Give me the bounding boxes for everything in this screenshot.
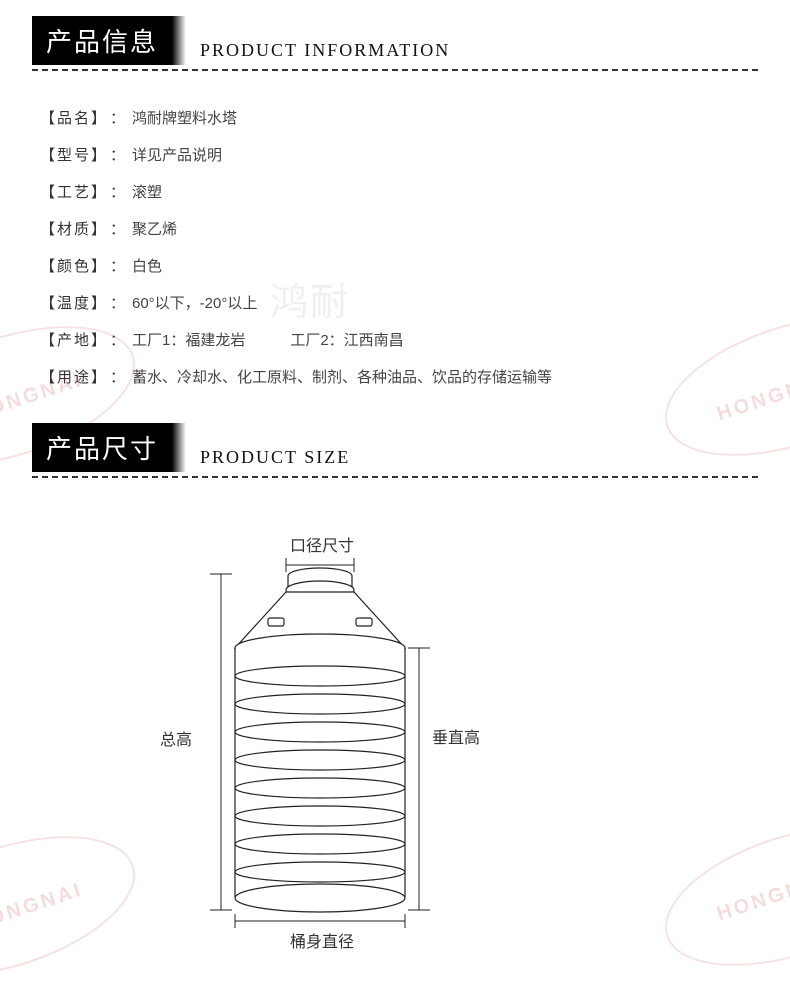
tank-diagram (190, 528, 450, 928)
spec-label: 【颜色】 (40, 255, 110, 276)
spec-colon: ： (110, 181, 132, 202)
dim-label-vertical-height: 垂直高 (432, 724, 480, 748)
spec-colon: ： (110, 255, 132, 276)
spec-value: 白色 (132, 255, 162, 276)
spec-value: 聚乙烯 (132, 218, 177, 239)
spec-colon: ： (110, 292, 132, 313)
dim-label-body-diameter: 桶身直径 (290, 928, 354, 952)
spec-colon: ： (110, 144, 132, 165)
spec-label: 【用途】 (40, 366, 110, 387)
section-divider-info (32, 69, 758, 71)
spec-label: 【产地】 (40, 329, 110, 350)
spec-row: 【颜色】 ： 白色 (40, 255, 790, 276)
spec-label: 【材质】 (40, 218, 110, 239)
spec-label: 【温度】 (40, 292, 110, 313)
spec-row: 【产地】 ： 工厂1：福建龙岩 工厂2：江西南昌 (40, 329, 790, 350)
spec-label: 【工艺】 (40, 181, 110, 202)
section-title-cn-info: 产品信息 (32, 16, 172, 65)
section-header-size: 产品尺寸 PRODUCT SIZE (32, 423, 790, 472)
section-title-cn-size: 产品尺寸 (32, 423, 172, 472)
spec-colon: ： (110, 329, 132, 350)
spec-value: 60°以下，-20°以上 (132, 292, 257, 313)
spec-row: 【工艺】 ： 滚塑 (40, 181, 790, 202)
section-header-info: 产品信息 PRODUCT INFORMATION (32, 16, 790, 65)
product-diagram-area: 口径尺寸 总高 垂直高 桶身直径 (0, 508, 790, 958)
spec-value: 详见产品说明 (132, 144, 222, 165)
dim-label-total-height: 总高 (160, 726, 192, 750)
section-divider-size (32, 476, 758, 478)
spec-colon: ： (110, 107, 132, 128)
spec-value: 鸿耐牌塑料水塔 (132, 107, 237, 128)
spec-row: 【型号】 ： 详见产品说明 (40, 144, 790, 165)
spec-colon: ： (110, 366, 132, 387)
spec-colon: ： (110, 218, 132, 239)
section-title-en-info: PRODUCT INFORMATION (200, 40, 450, 61)
spec-row: 【品名】 ： 鸿耐牌塑料水塔 (40, 107, 790, 128)
spec-row: 【材质】 ： 聚乙烯 (40, 218, 790, 239)
spec-value: 滚塑 (132, 181, 162, 202)
spec-row: 【用途】 ： 蓄水、冷却水、化工原料、制剂、各种油品、饮品的存储运输等 (40, 366, 790, 387)
spec-label: 【品名】 (40, 107, 110, 128)
spec-row: 【温度】 ： 60°以下，-20°以上 (40, 292, 790, 313)
dim-label-opening: 口径尺寸 (290, 532, 354, 556)
spec-list: 【品名】 ： 鸿耐牌塑料水塔 【型号】 ： 详见产品说明 【工艺】 ： 滚塑 【… (40, 107, 790, 387)
spec-value: 工厂1：福建龙岩 工厂2：江西南昌 (132, 329, 404, 350)
spec-value: 蓄水、冷却水、化工原料、制剂、各种油品、饮品的存储运输等 (132, 366, 552, 387)
section-title-en-size: PRODUCT SIZE (200, 447, 350, 468)
spec-label: 【型号】 (40, 144, 110, 165)
